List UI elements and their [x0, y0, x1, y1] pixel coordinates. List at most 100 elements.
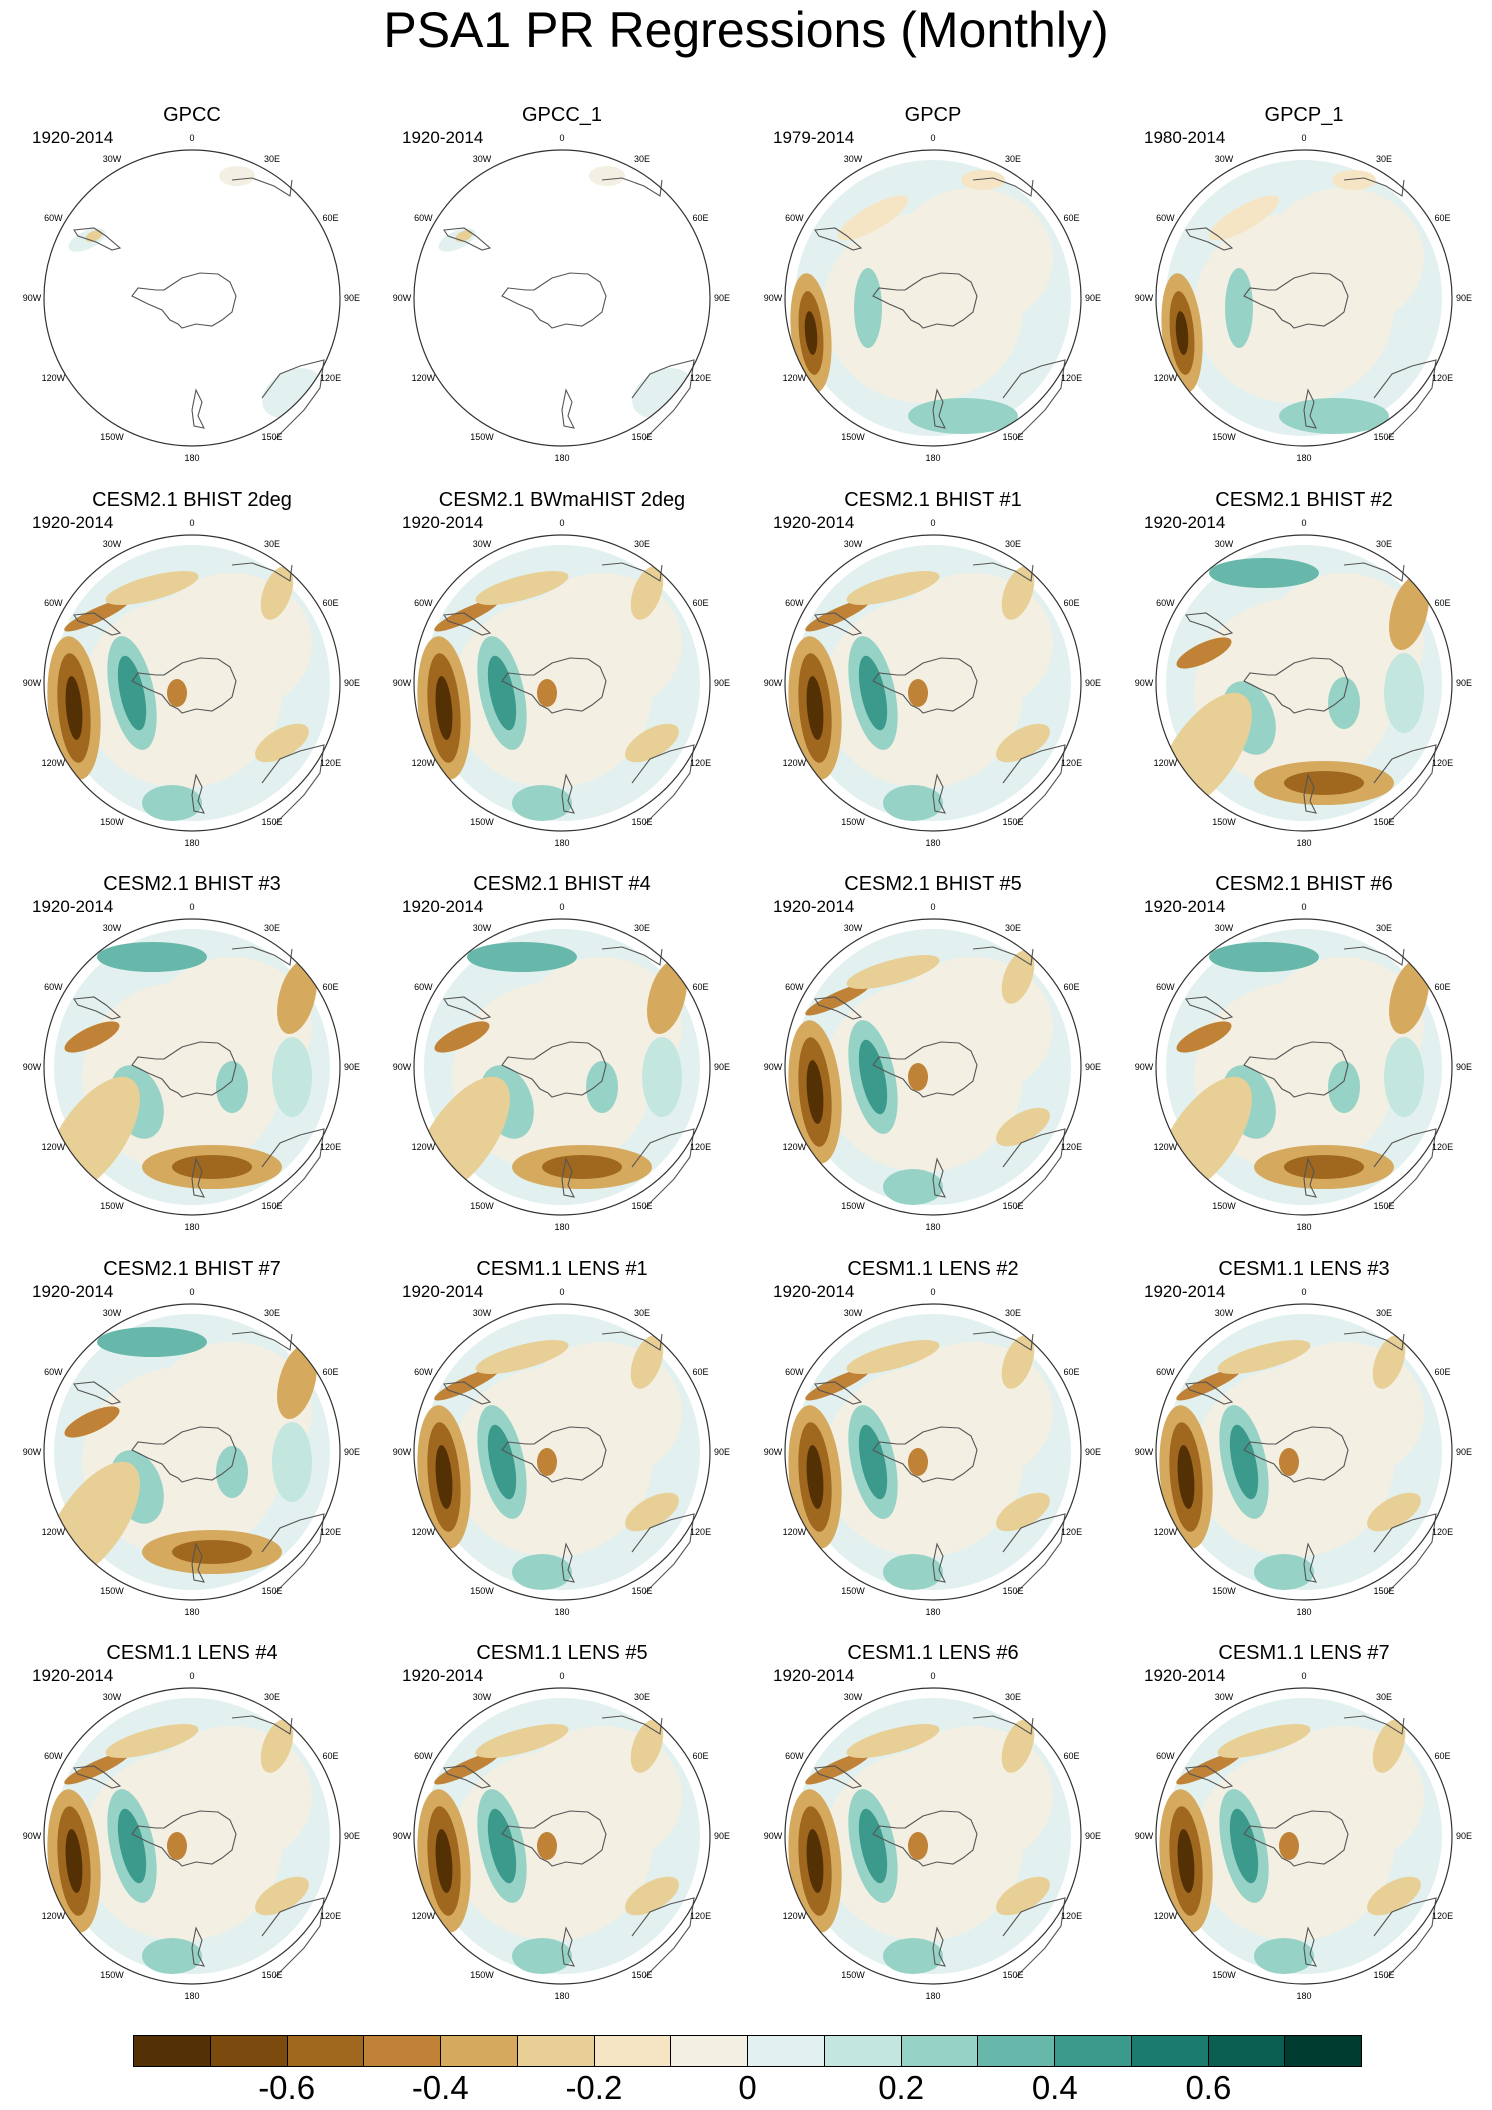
longitude-label: 60W	[1156, 1751, 1175, 1761]
africa-coastline	[601, 1715, 663, 1735]
longitude-label: 120E	[690, 1527, 712, 1537]
map-panel	[414, 1688, 710, 1984]
panel-title: CESM1.1 LENS #7	[1218, 1642, 1390, 1664]
precip-anomaly	[475, 1724, 569, 1758]
map-boundary	[413, 918, 711, 1216]
longitude-label: 30E	[1375, 1308, 1392, 1319]
australia-coastline	[1373, 1128, 1437, 1210]
precip-field	[1156, 929, 1442, 1205]
map-boundary	[1155, 149, 1453, 447]
antarctica-coastline	[1243, 657, 1349, 714]
longitude-label: 120E	[320, 1527, 342, 1537]
precip-field	[1161, 160, 1442, 436]
map-panel	[414, 150, 710, 446]
longitude-label: 180	[554, 838, 570, 848]
longitude-label: 30W	[843, 1692, 863, 1703]
precip-anomaly	[883, 1554, 943, 1590]
panel-title: CESM2.1 BHIST #6	[1215, 873, 1393, 895]
longitude-label: 0	[189, 1671, 195, 1681]
panel-title: CESM1.1 LENS #6	[847, 1642, 1019, 1664]
precip-anomaly	[625, 723, 679, 763]
panel-years: 1920-2014	[32, 128, 114, 147]
precip-anomaly	[1209, 558, 1319, 588]
colorbar-cell	[901, 2036, 979, 2066]
longitude-label: 0	[559, 1671, 565, 1681]
australia-coastline	[261, 1128, 325, 1210]
precip-anomaly	[272, 1422, 312, 1502]
south-america-coastline	[443, 1765, 492, 1789]
precip-anomaly	[883, 1169, 943, 1205]
longitude-label: 30E	[1004, 539, 1021, 550]
precip-anomaly	[1284, 1155, 1364, 1179]
longitude-label: 90E	[713, 1831, 730, 1841]
panel-years: 1920-2014	[32, 513, 114, 532]
antarctica-coastline	[501, 657, 607, 714]
longitude-label: 90E	[713, 293, 730, 303]
precip-anomaly	[542, 1155, 622, 1179]
antarctica-coastline	[1243, 1810, 1349, 1867]
precip-anomaly	[1367, 1492, 1421, 1532]
colorbar-cell	[210, 2036, 288, 2066]
precip-anomaly	[996, 723, 1050, 763]
precip-anomaly	[846, 1724, 940, 1758]
precip-anomaly	[908, 398, 1018, 434]
map-boundary	[784, 1687, 1082, 1985]
longitude-label: 0	[189, 1287, 195, 1297]
precip-anomaly	[1177, 1445, 1195, 1509]
longitude-label: 180	[554, 1991, 570, 2001]
australia-coastline	[1373, 1513, 1437, 1595]
australia-coastline	[1373, 744, 1437, 826]
panel-years: 1920-2014	[773, 1666, 855, 1685]
panel-years: 1920-2014	[402, 1666, 484, 1685]
new-zealand-coastline	[191, 1157, 205, 1198]
map-panel	[1156, 150, 1452, 446]
longitude-label: 90E	[1455, 678, 1472, 688]
longitude-label: 150W	[1212, 431, 1236, 442]
precip-anomaly	[65, 1829, 83, 1893]
longitude-label: 120E	[1061, 1527, 1083, 1537]
precip-anomaly	[105, 1724, 199, 1758]
longitude-label: 180	[184, 1991, 200, 2001]
longitude-label: 90W	[763, 678, 783, 688]
colorbar-cell	[824, 2036, 902, 2066]
precip-field	[1159, 1698, 1442, 1974]
longitude-label: 60W	[785, 213, 804, 223]
longitude-label: 150E	[261, 1200, 283, 1211]
longitude-label: 0	[559, 133, 565, 143]
precip-anomaly	[1176, 1021, 1232, 1053]
longitude-label: 90W	[763, 1062, 783, 1072]
longitude-label: 90W	[763, 1447, 783, 1457]
colorbar-cell	[1055, 2036, 1132, 2066]
longitude-label: 120W	[782, 1527, 807, 1537]
precip-anomaly	[167, 1832, 187, 1860]
africa-coastline	[972, 562, 1034, 582]
antarctica-coastline	[872, 1041, 978, 1098]
anomaly-ring	[522, 957, 682, 1097]
longitude-label: 150W	[1212, 1585, 1236, 1596]
south-america-coastline	[73, 1381, 122, 1405]
precip-anomaly	[255, 723, 309, 763]
precip-field	[44, 1314, 330, 1590]
longitude-label: 120E	[1061, 1911, 1083, 1921]
longitude-label: 0	[930, 1287, 936, 1297]
precip-anomaly	[846, 571, 940, 605]
panel-title: CESM2.1 BHIST #3	[103, 873, 281, 895]
longitude-label: 60E	[322, 213, 339, 223]
longitude-label: 30W	[102, 539, 122, 550]
south-america-coastline	[1185, 227, 1234, 251]
south-america-coastline	[1185, 612, 1234, 636]
precip-anomaly	[858, 655, 888, 731]
precip-field	[414, 929, 700, 1205]
longitude-label: 180	[1296, 1607, 1312, 1617]
longitude-label: 150W	[1212, 1200, 1236, 1211]
longitude-label: 60E	[1063, 1367, 1080, 1377]
longitude-label: 90W	[22, 293, 42, 303]
coastlines	[1185, 177, 1437, 441]
australia-coastline	[1002, 1513, 1066, 1595]
longitude-label: 120E	[1432, 1527, 1454, 1537]
longitude-label: 120E	[690, 1142, 712, 1152]
map-boundary	[413, 1303, 711, 1601]
longitude-label: 30E	[1004, 1692, 1021, 1703]
colorbar-cell	[978, 2036, 1055, 2066]
precip-anomaly	[97, 1327, 207, 1357]
